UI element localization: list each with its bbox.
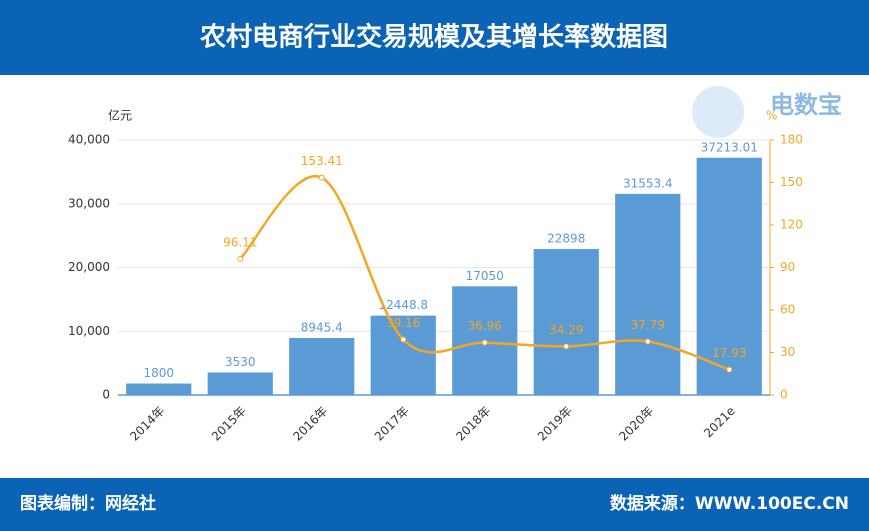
y2-tick-label: 150 [780,175,803,189]
y2-unit: % [766,109,777,123]
line-point [481,339,488,346]
y2-tick-label: 120 [780,218,803,232]
bar [289,337,355,395]
x-tick-label: 2017年 [372,404,412,444]
y2-tick-label: 60 [780,303,795,317]
bar [207,372,273,395]
bar-label: 22898 [547,232,585,246]
footer-right: 数据来源：WWW.100EC.CN [610,493,849,514]
line-point [726,366,733,373]
logo: 电数宝 [770,91,842,119]
bar-label: 8945.4 [301,320,343,334]
bar-label: 31553.4 [623,176,673,190]
y2-tick-label: 180 [780,133,803,147]
x-tick-label: 2015年 [209,404,249,444]
line-label: 36.96 [468,319,502,333]
line-label: 17.93 [712,346,746,360]
bar [126,383,192,395]
bar-label: 1800 [143,366,174,380]
y-tick-label: 30,000 [68,196,110,210]
line-point [563,343,570,350]
x-tick-label: 2014年 [127,404,167,444]
x-tick-label: 2018年 [453,404,493,444]
y2-tick-label: 0 [780,388,788,402]
line-label: 37.79 [631,318,665,332]
line-point [237,255,244,262]
bar-label: 37213.01 [701,140,758,154]
y-tick-label: 0 [102,388,110,402]
bar [370,315,436,395]
bar [615,193,681,395]
y-unit: 亿元 [108,108,132,123]
y-tick-label: 40,000 [68,133,110,147]
line-point [318,174,325,181]
bar-label: 3530 [225,355,256,369]
footer-left: 图表编制：网经社 [20,493,156,514]
header-bar [0,0,869,75]
x-tick-label: 2019年 [535,404,575,444]
line-label: 39.16 [386,316,420,330]
bar-label: 17050 [466,269,504,283]
x-tick-label: 2016年 [290,404,330,444]
footer-bar [0,478,869,531]
y2-tick-label: 90 [780,260,795,274]
y-tick-label: 20,000 [68,260,110,274]
bar [696,157,762,395]
x-tick-label: 2020年 [616,404,656,444]
logo-icon [692,86,744,138]
y-tick-label: 10,000 [68,324,110,338]
x-tick-label: 2021e [701,404,738,441]
line-label: 153.41 [301,154,343,168]
bar-label: 12448.8 [378,298,428,312]
line-label: 96.11 [223,235,257,249]
y2-tick-label: 30 [780,345,795,359]
chart-title: 农村电商行业交易规模及其增长率数据图 [199,22,668,53]
line-label: 34.29 [549,323,583,337]
line-point [400,336,407,343]
line-point [644,338,651,345]
bar [533,249,599,395]
